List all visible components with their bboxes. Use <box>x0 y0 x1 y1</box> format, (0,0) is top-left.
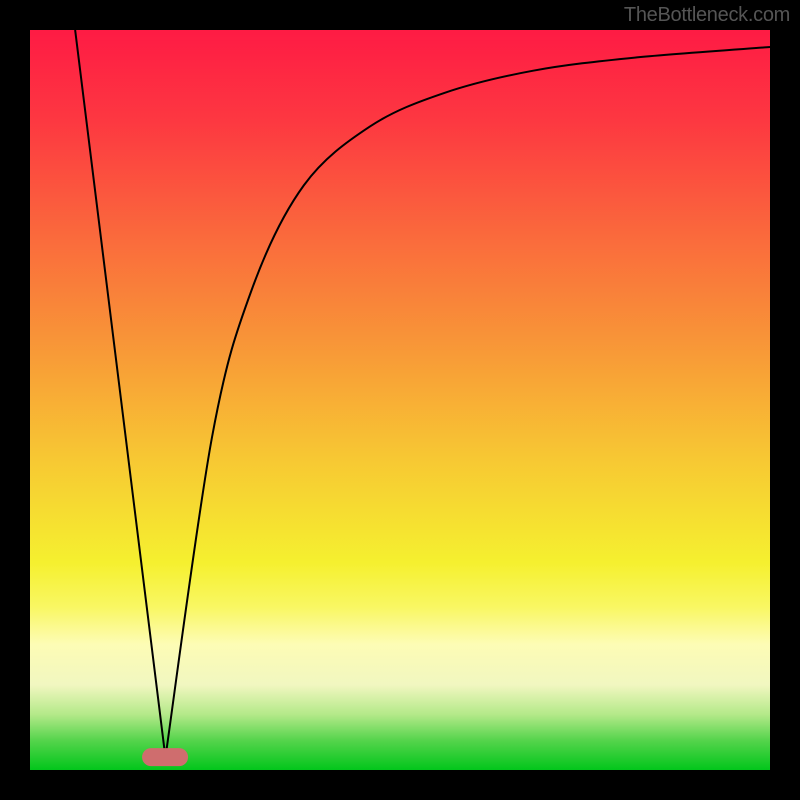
watermark-text: TheBottleneck.com <box>624 4 790 27</box>
minimum-point-marker <box>142 749 188 767</box>
chart-curve-line <box>30 30 770 770</box>
chart-plot-area <box>30 30 770 770</box>
